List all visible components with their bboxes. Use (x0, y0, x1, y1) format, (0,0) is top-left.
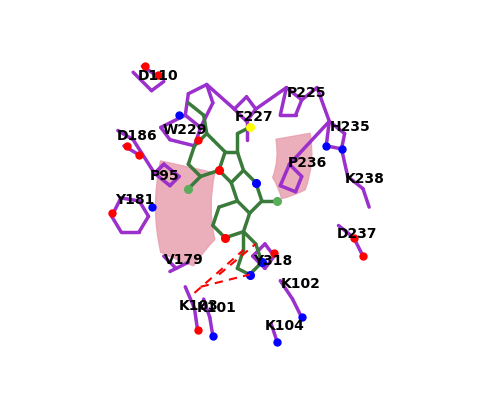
FancyArrowPatch shape (272, 133, 312, 199)
Text: D110: D110 (138, 69, 178, 83)
Text: D237: D237 (337, 227, 378, 241)
Text: D186: D186 (116, 129, 157, 143)
Text: K101: K101 (197, 301, 237, 315)
Text: P236: P236 (288, 156, 327, 170)
Text: Y181: Y181 (115, 193, 154, 207)
Text: K103: K103 (178, 299, 218, 313)
Text: H235: H235 (330, 119, 370, 133)
Text: W229: W229 (162, 123, 206, 137)
Text: P225: P225 (286, 86, 326, 100)
Text: K238: K238 (344, 172, 385, 185)
Text: Y318: Y318 (252, 254, 292, 268)
FancyArrowPatch shape (156, 161, 215, 266)
Text: K104: K104 (265, 319, 305, 333)
Text: V179: V179 (164, 253, 203, 267)
Text: K102: K102 (280, 277, 320, 291)
Text: P95: P95 (150, 168, 180, 183)
Text: F227: F227 (234, 110, 273, 124)
